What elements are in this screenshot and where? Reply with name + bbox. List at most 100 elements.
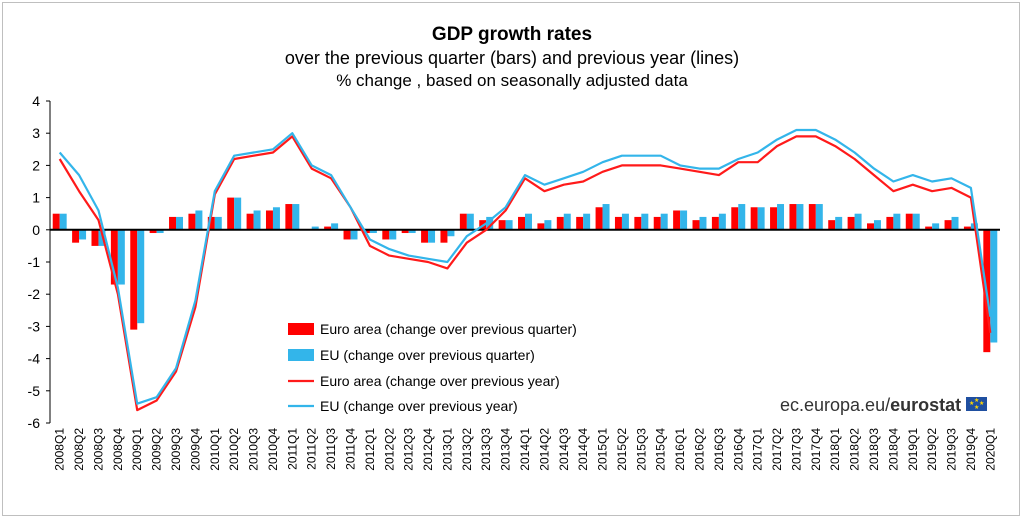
y-tick-label: -5 [28,383,41,399]
bar-euro-area-qoq [130,229,138,330]
bar-eu-qoq [583,213,591,230]
bar-euro-area-qoq [518,216,525,230]
x-tick-label: 2009Q4 [188,428,202,471]
bar-euro-area-qoq [886,216,894,230]
x-tick-label: 2019Q2 [925,428,939,471]
x-tick-label: 2016Q3 [712,428,726,471]
bar-eu-qoq [428,229,436,243]
x-tick-label: 2020Q1 [983,428,997,471]
y-tick-label: 3 [32,125,40,141]
x-tick-label: 2013Q1 [440,428,454,471]
x-tick-label: 2017Q2 [770,428,784,471]
y-tick-label: -1 [28,254,41,270]
legend-label: Euro area (change over previous year) [320,373,560,389]
bar-euro-area-qoq [944,220,952,230]
legend-swatch [288,349,314,361]
x-tick-label: 2015Q2 [615,428,629,471]
bar-euro-area-qoq [227,197,235,230]
y-tick-label: 1 [32,190,40,206]
x-tick-label: 2008Q1 [53,428,67,471]
bar-euro-area-qoq [285,204,293,230]
bar-eu-qoq [486,216,494,230]
x-tick-label: 2019Q4 [964,428,978,471]
bar-eu-qoq [369,229,377,234]
bar-euro-area-qoq [362,229,370,234]
x-tick-label: 2014Q1 [518,428,532,471]
bar-eu-qoq [815,204,823,230]
bar-eu-qoq [563,213,571,230]
bar-eu-qoq [932,223,940,230]
bar-eu-qoq [602,204,610,230]
bar-eu-qoq [272,207,280,230]
bar-eu-qoq [718,213,726,230]
x-tick-label: 2010Q1 [208,428,222,471]
bar-euro-area-qoq [867,223,874,230]
chart-frame [2,2,1020,516]
y-tick-label: 0 [32,222,40,238]
x-tick-label: 2016Q4 [731,428,745,471]
x-tick-label: 2009Q1 [130,428,144,471]
bar-eu-qoq [253,210,261,230]
y-tick-label: 4 [32,93,40,109]
x-tick-label: 2012Q2 [382,428,396,471]
x-tick-label: 2008Q4 [111,428,125,471]
bar-eu-qoq [292,204,300,230]
x-tick-label: 2008Q2 [72,428,86,471]
bar-euro-area-qoq [905,213,913,230]
bar-euro-area-qoq [750,207,758,230]
bar-euro-area-qoq [673,210,681,230]
bar-eu-qoq [738,204,746,230]
bar-eu-qoq [350,229,358,240]
bar-eu-qoq [117,229,125,285]
x-tick-label: 2010Q4 [266,428,280,471]
x-tick-label: 2016Q2 [692,428,706,471]
x-tick-label: 2011Q2 [305,428,319,470]
bar-euro-area-qoq [711,216,719,230]
bar-eu-qoq [544,220,552,230]
bar-euro-area-qoq [828,220,836,230]
legend-label: EU (change over previous quarter) [320,347,535,363]
legend-swatch [288,323,314,335]
bar-euro-area-qoq [847,216,855,230]
bar-eu-qoq [757,207,765,230]
chart-subtitle: over the previous quarter (bars) and pre… [284,48,740,68]
source-brand: eurostat [890,395,962,415]
source-credit: ec.europa.eu/eurostat [780,395,961,416]
bar-eu-qoq [447,229,455,237]
bar-euro-area-qoq [595,207,603,230]
x-tick-label: 2019Q3 [945,428,959,471]
x-tick-label: 2018Q1 [828,428,842,471]
bar-eu-qoq [408,229,416,234]
bar-euro-area-qoq [808,204,816,230]
bar-euro-area-qoq [498,220,506,230]
x-tick-label: 2013Q4 [499,428,513,471]
x-tick-label: 2017Q1 [751,428,765,471]
x-tick-label: 2011Q1 [285,428,299,470]
x-tick-label: 2016Q1 [673,428,687,471]
legend-label: EU (change over previous year) [320,398,518,414]
bar-euro-area-qoq [614,216,622,230]
bar-euro-area-qoq [963,226,971,230]
bar-eu-qoq [234,197,242,230]
x-tick-label: 2011Q3 [324,428,338,470]
bar-euro-area-qoq [653,216,661,230]
bar-eu-qoq [990,229,998,343]
bar-eu-qoq [389,229,397,240]
x-tick-label: 2017Q4 [809,428,823,471]
bar-eu-qoq [214,216,222,230]
chart-title: GDP growth rates [431,24,593,45]
bar-euro-area-qoq [556,216,564,230]
bar-euro-area-qoq [324,226,332,230]
x-tick-label: 2015Q3 [634,428,648,471]
bar-eu-qoq [98,229,106,246]
bar-euro-area-qoq [149,229,157,234]
bar-eu-qoq [137,229,145,324]
x-tick-label: 2008Q3 [91,428,105,471]
bar-euro-area-qoq [52,213,60,230]
x-tick-label: 2012Q1 [363,428,377,471]
x-tick-label: 2010Q2 [227,428,241,471]
eu-flag-icon: ★ ★ ★ ★ [966,397,987,411]
bar-eu-qoq [854,213,862,230]
x-tick-label: 2011Q4 [344,428,358,470]
